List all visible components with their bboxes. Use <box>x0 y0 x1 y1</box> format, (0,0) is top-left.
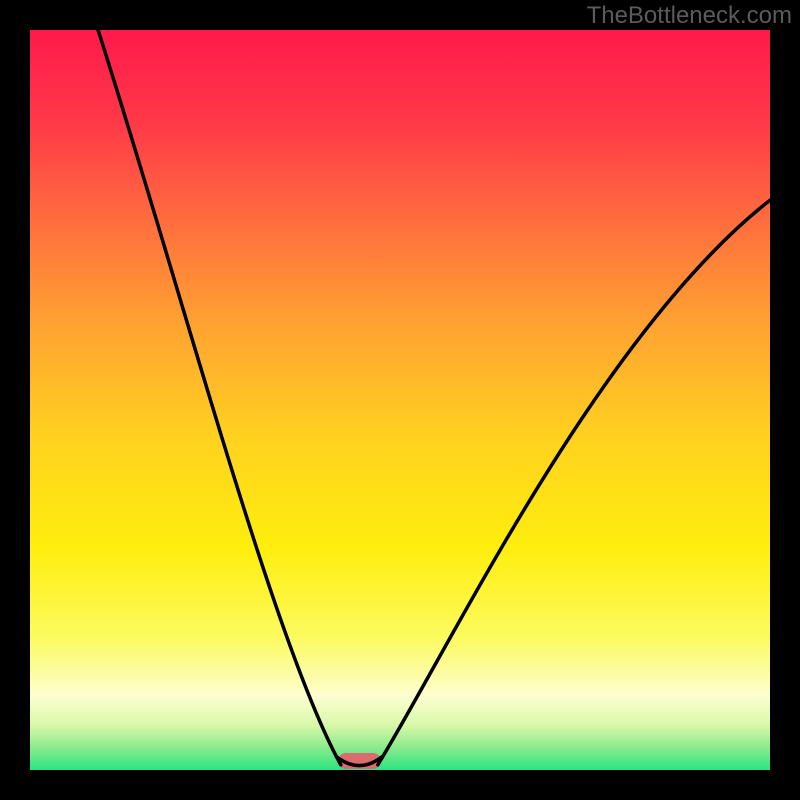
watermark-text: TheBottleneck.com <box>587 2 792 30</box>
plot-area <box>30 30 770 770</box>
bottleneck-curve <box>30 30 770 770</box>
